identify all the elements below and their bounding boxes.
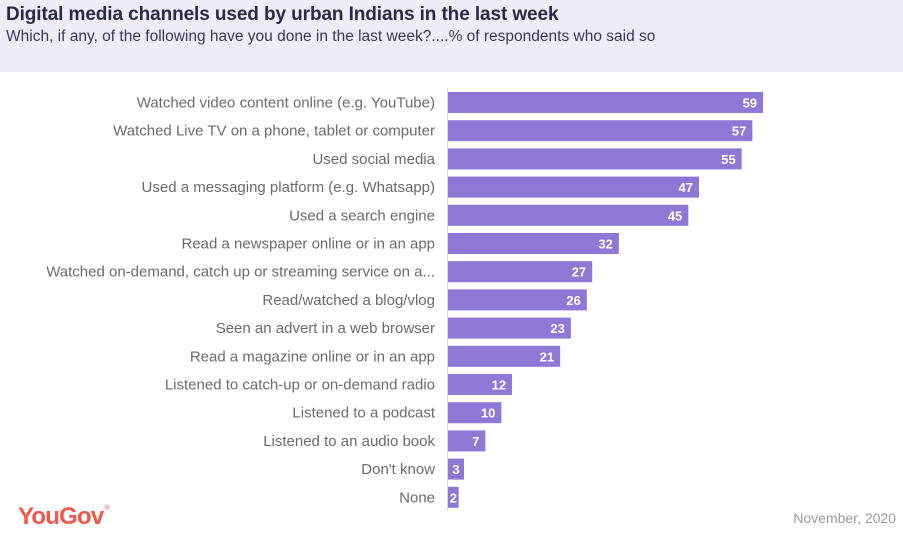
value-label: 27 xyxy=(572,265,586,280)
bar-row: Used a messaging platform (e.g. Whatsapp… xyxy=(142,176,699,198)
bar-row: None 2 xyxy=(399,486,459,508)
bar xyxy=(448,345,561,367)
header-band: Digital media channels used by urban Ind… xyxy=(0,0,903,72)
bar xyxy=(448,430,486,452)
bar-row: Listened to catch-up or on-demand radio 1… xyxy=(165,374,513,395)
bar xyxy=(448,120,753,142)
bar-row: Read a newspaper online or in an app 32 xyxy=(181,233,619,254)
bar xyxy=(448,317,571,339)
bar xyxy=(448,92,764,113)
bar-row: Seen an advert in a web browser 23 xyxy=(216,317,571,339)
category-label: Read a magazine online or in an app xyxy=(190,348,435,365)
bar-row: Listened to a podcast 10 xyxy=(292,402,502,424)
date-label: November, 2020 xyxy=(793,510,896,526)
value-label: 26 xyxy=(566,293,580,308)
brand-name: YouGov xyxy=(18,503,104,530)
category-label: Listened to an audio book xyxy=(263,433,435,450)
category-label: Watched on-demand, catch up or streaming… xyxy=(46,264,435,281)
value-label: 55 xyxy=(721,152,735,167)
value-label: 32 xyxy=(598,237,612,252)
bar-row: Watched on-demand, catch up or streaming… xyxy=(46,261,593,283)
bar xyxy=(448,402,502,424)
category-label: None xyxy=(399,489,435,506)
chart-subtitle: Which, if any, of the following have you… xyxy=(6,28,656,45)
category-label: Listened to a podcast xyxy=(292,405,435,422)
bar-row: Watched video content online (e.g. YouTu… xyxy=(137,92,764,113)
bar xyxy=(448,486,459,508)
value-label: 23 xyxy=(550,321,564,336)
category-label: Seen an advert in a web browser xyxy=(216,320,435,337)
category-label: Listened to catch-up or on-demand radio xyxy=(165,377,435,394)
bar-chart: Watched video content online (e.g. YouTu… xyxy=(46,88,764,511)
bar-row: Don't know 3 xyxy=(361,458,465,480)
bar-row: Used social media 55 xyxy=(312,148,742,170)
value-label: 3 xyxy=(452,462,459,477)
category-label: Used social media xyxy=(312,151,435,168)
category-label: Watched Live TV on a phone, tablet or co… xyxy=(113,123,435,140)
bar xyxy=(448,204,689,226)
value-label: 7 xyxy=(472,434,479,449)
registered-mark: ® xyxy=(104,505,109,512)
bar-row: Read a magazine online or in an app 21 xyxy=(190,345,561,367)
bar-row: Read/watched a blog/vlog 26 xyxy=(262,289,587,311)
value-label: 10 xyxy=(481,406,495,421)
chart-title: Digital media channels used by urban Ind… xyxy=(6,4,559,25)
category-label: Watched video content online (e.g. YouTu… xyxy=(137,95,435,112)
bar xyxy=(448,458,465,480)
value-label: 47 xyxy=(679,180,693,195)
bars-group: Watched video content online (e.g. YouTu… xyxy=(46,92,764,508)
value-label: 45 xyxy=(668,208,682,223)
value-label: 59 xyxy=(743,96,757,111)
category-label: Used a search engine xyxy=(289,207,435,224)
value-label: 57 xyxy=(732,124,746,139)
bar xyxy=(448,176,699,198)
bar xyxy=(448,233,619,254)
bar-row: Listened to an audio book 7 xyxy=(263,430,486,452)
category-label: Read a newspaper online or in an app xyxy=(181,236,435,253)
bar xyxy=(448,374,513,395)
category-label: Used a messaging platform (e.g. Whatsapp… xyxy=(142,179,435,196)
category-label: Don't know xyxy=(361,461,435,478)
bar xyxy=(448,148,742,170)
value-label: 21 xyxy=(540,349,554,364)
bar xyxy=(448,289,587,311)
category-label: Read/watched a blog/vlog xyxy=(262,292,435,309)
bar-row: Watched Live TV on a phone, tablet or co… xyxy=(113,120,753,142)
yougov-logo: YouGov® xyxy=(18,503,110,531)
value-label: 12 xyxy=(492,378,506,393)
bar xyxy=(448,261,593,283)
value-label: 2 xyxy=(450,490,457,505)
bar-row: Used a search engine 45 xyxy=(289,204,689,226)
